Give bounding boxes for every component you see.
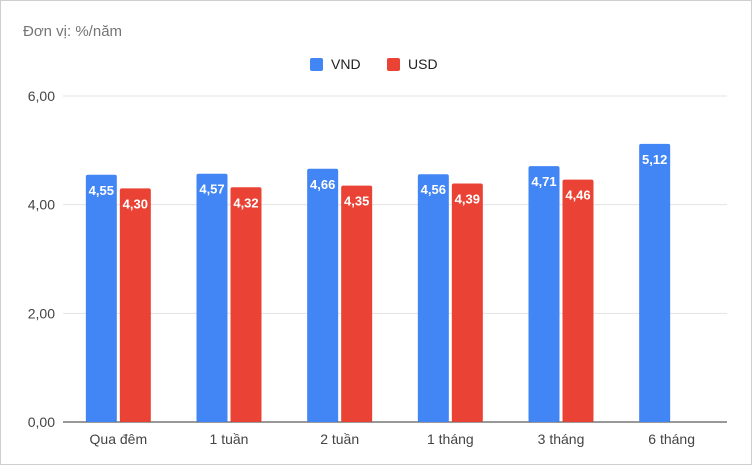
data-label: 4,46: [565, 188, 590, 203]
data-label: 4,39: [455, 191, 480, 206]
x-tick-label: 3 tháng: [538, 431, 585, 447]
legend-item-usd: USD: [387, 56, 438, 72]
data-label: 4,56: [421, 182, 446, 197]
y-tick-label: 6,00: [28, 88, 55, 104]
data-label: 4,66: [310, 177, 335, 192]
legend-label-usd: USD: [408, 56, 438, 72]
legend-label-vnd: VND: [331, 56, 361, 72]
x-tick-label: Qua đêm: [90, 431, 148, 447]
bar-vnd: [85, 174, 117, 422]
bar-vnd: [307, 168, 339, 422]
data-label: 4,30: [123, 196, 148, 211]
unit-label: Đơn vị: %/năm: [23, 23, 123, 40]
bar-vnd: [196, 173, 228, 422]
data-label: 4,35: [344, 194, 369, 209]
bar-usd: [119, 188, 151, 422]
bar-vnd: [528, 166, 560, 422]
legend-swatch-usd: [387, 57, 400, 71]
data-label: 4,55: [89, 183, 114, 198]
x-tick-label: 1 tuần: [210, 431, 249, 447]
bar-vnd: [417, 174, 449, 422]
x-tick-label: 1 tháng: [427, 431, 474, 447]
data-label: 4,57: [199, 182, 224, 197]
data-label: 4,71: [531, 174, 556, 189]
x-tick-label: 6 tháng: [648, 431, 695, 447]
x-tick-label: 2 tuần: [320, 431, 359, 447]
legend-swatch-vnd: [310, 57, 323, 71]
bar-vnd: [639, 143, 671, 422]
bar-usd: [562, 179, 594, 422]
y-tick-label: 2,00: [28, 305, 55, 321]
bar-usd: [230, 187, 262, 422]
y-tick-label: 0,00: [28, 414, 55, 430]
y-tick-label: 4,00: [28, 197, 55, 213]
bar-usd: [451, 183, 483, 422]
legend-item-vnd: VND: [310, 56, 361, 72]
data-label: 4,32: [233, 195, 258, 210]
bar-usd: [341, 185, 373, 422]
data-label: 5,12: [642, 152, 667, 167]
